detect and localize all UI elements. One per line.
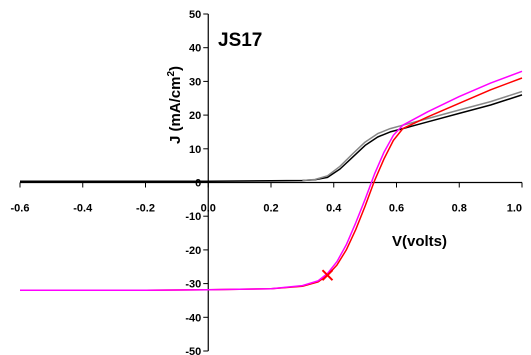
chart-title: JS17 [218, 30, 262, 51]
x-tick-label: 0.6 [389, 203, 404, 215]
axes: -0.6 -0.4 -0.2 0.0 0.2 0.4 0.6 0.8 1.0 -50 -40 -30… [11, 9, 523, 355]
x-tick-label: -0.2 [136, 203, 155, 215]
x-tick-label: -0.4 [73, 203, 93, 215]
x-axis-label: V(volts) [392, 233, 447, 250]
y-ticks: -50 -40 -30 -20 -10 0 10 20 30 40 50 [185, 9, 209, 355]
y-axis-label: J (mA/cm2) [166, 66, 184, 144]
y-axis-label-sup: 2 [166, 71, 177, 77]
series-line-4 [20, 70, 523, 292]
y-tick-label: 50 [189, 9, 201, 21]
series-line-2 [302, 90, 523, 182]
y-axis-label-prefix: J (mA/cm [167, 77, 184, 145]
marker-stroke-2 [321, 269, 334, 281]
y-tick-label: -50 [185, 346, 201, 355]
x-tick-label: -0.6 [11, 203, 30, 215]
y-tick-label: -30 [185, 279, 201, 291]
y-tick-label: -40 [185, 312, 201, 324]
x-tick-label: 0.4 [326, 203, 342, 215]
y-tick-label: 10 [189, 144, 201, 156]
y-tick-label: 30 [189, 76, 201, 88]
y-tick-label: 40 [189, 43, 201, 55]
series-line-1 [20, 94, 523, 182]
y-tick-label: -10 [185, 211, 201, 223]
x-tick-label: 0.0 [201, 203, 216, 215]
x-tick-label: 1.0 [507, 203, 522, 215]
x-ticks: -0.6 -0.4 -0.2 0.0 0.2 0.4 0.6 0.8 1.0 [11, 182, 523, 215]
y-tick-label: -20 [185, 245, 201, 257]
x-tick-label: 0.8 [452, 203, 467, 215]
y-tick-label: 0 [195, 178, 201, 190]
y-tick-label: 20 [189, 110, 201, 122]
y-axis-label-suffix: ) [167, 66, 184, 71]
x-tick-label: 0.2 [263, 203, 278, 215]
series-group [20, 70, 523, 292]
marker-group [321, 269, 334, 281]
